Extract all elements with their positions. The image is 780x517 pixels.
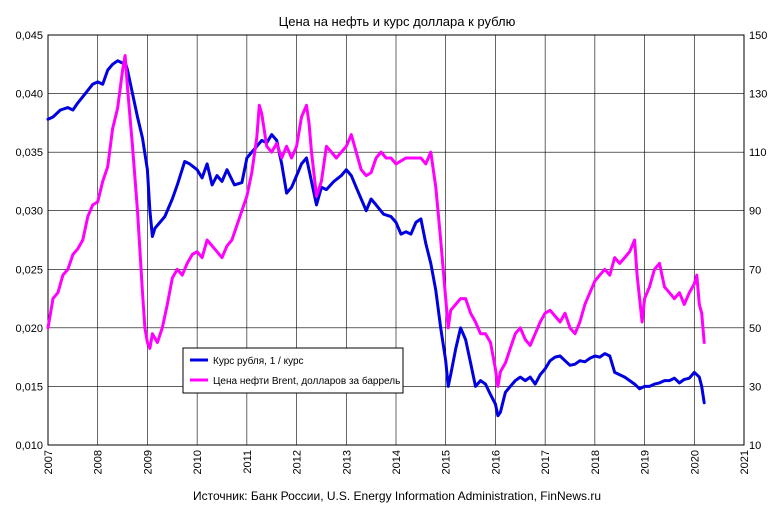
x-tick-label: 2009	[142, 450, 154, 474]
y-left-tick-label: 0,035	[15, 147, 43, 159]
y-right-tick-label: 50	[749, 323, 761, 335]
x-tick-label: 2014	[391, 450, 403, 474]
y-left-tick-label: 0,025	[15, 264, 43, 276]
legend: Курс рубля, 1 / курс Цена нефти Brent, д…	[182, 347, 404, 394]
x-tick-label: 2021	[739, 450, 751, 474]
x-axis: 2007 2008 2009 2010 2011 2012 2013 2014 2015 2016…	[43, 450, 751, 474]
chart-source: Источник: Банк России, U.S. Energy Infor…	[193, 489, 601, 503]
series-line-ruble	[46, 59, 706, 418]
series-line-brent	[46, 54, 706, 388]
y-axis-right: 10 30 50 70 90 110 130 150	[749, 30, 767, 452]
x-tick-label: 2020	[689, 450, 701, 474]
y-left-tick-label: 0,045	[15, 30, 43, 42]
x-tick-label: 2019	[640, 450, 652, 474]
y-left-tick-label: 0,015	[15, 381, 43, 393]
y-left-tick-label: 0,040	[15, 89, 43, 101]
y-left-tick-label: 0,010	[15, 440, 43, 452]
y-right-tick-label: 70	[749, 264, 761, 276]
x-tick-label: 2013	[341, 450, 353, 474]
x-tick-label: 2007	[43, 450, 55, 474]
x-tick-label: 2015	[441, 450, 453, 474]
x-tick-label: 2008	[93, 450, 105, 474]
x-tick-label: 2018	[590, 450, 602, 474]
x-tick-label: 2012	[292, 450, 304, 474]
x-tick-label: 2017	[540, 450, 552, 474]
y-right-tick-label: 110	[749, 147, 767, 159]
series-lines	[46, 54, 706, 418]
y-right-tick-label: 130	[749, 89, 767, 101]
x-tick-label: 2016	[490, 450, 502, 474]
y-right-tick-label: 30	[749, 381, 761, 393]
y-right-tick-label: 150	[749, 30, 767, 42]
plot-area-border	[47, 34, 745, 446]
y-axis-left: 0,010 0,015 0,020 0,025 0,030 0,035 0,040 0,045	[15, 30, 43, 452]
legend-box	[182, 347, 404, 394]
legend-label-ruble: Курс рубля, 1 / курс	[213, 355, 304, 367]
y-left-tick-label: 0,020	[15, 323, 43, 335]
chart-title: Цена на нефть и курс доллара к рублю	[279, 14, 516, 29]
x-tick-label: 2010	[192, 450, 204, 474]
x-tick-label: 2011	[242, 450, 254, 474]
y-right-tick-label: 90	[749, 206, 761, 218]
y-right-tick-label: 10	[749, 440, 761, 452]
legend-label-brent: Цена нефти Brent, долларов за баррель	[213, 375, 400, 387]
y-left-tick-label: 0,030	[15, 206, 43, 218]
